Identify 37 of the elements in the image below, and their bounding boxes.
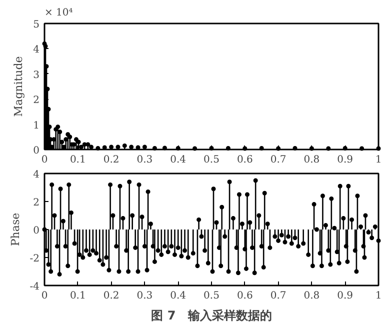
x-tick-label: 0.8 [304,154,320,166]
y-tick-label: 2 [33,198,40,208]
x-tick-label: 0.4 [170,154,186,166]
x-tick-label: 0.6 [236,290,253,302]
text: × 10⁴ [44,8,73,18]
x-tick-label: 0.1 [70,154,86,166]
x-tick-label: 0.4 [170,290,186,302]
y-tick-label: 0 [33,146,40,156]
y-tick-label: -4 [30,282,40,292]
x-tick-label: 0 [41,154,48,166]
x-tick-label: 0.9 [337,154,354,166]
x-tick-label: 0.5 [204,290,220,302]
y-tick-label: 1 [33,120,40,132]
x-tick-label: 0.6 [236,154,253,166]
x-tick-label: 0.1 [70,290,86,302]
x-tick-label: 0.8 [304,290,320,302]
x-tick-label: 0.7 [270,154,286,166]
y-tick-label: 4 [33,170,40,180]
y-tick-label: -2 [30,254,40,264]
y-tick-label: 5 [33,20,40,30]
y-tick-label: 4 [33,44,40,56]
x-tick-label: 0.5 [204,154,220,166]
x-tick-label: 1 [375,290,382,302]
caption: 图 7 输入采样数据的 [151,308,272,322]
y-tick-label: 3 [33,70,40,81]
x-tick-label: 0.3 [136,154,153,166]
y-tick-label: 2 [33,95,40,106]
y-tick-label: 0 [33,226,40,236]
x-tick-label: 0.9 [337,290,354,302]
x-tick-label: 0.2 [103,290,120,302]
y-axis-title: Phase [8,212,22,246]
x-tick-label: 1 [375,154,382,166]
x-tick-label: 0.7 [270,290,286,302]
x-tick-label: 0 [41,290,48,302]
x-tick-label: 0.2 [103,154,120,166]
y-axis-title: Magnitude [12,56,26,117]
x-tick-label: 0.3 [136,290,153,302]
